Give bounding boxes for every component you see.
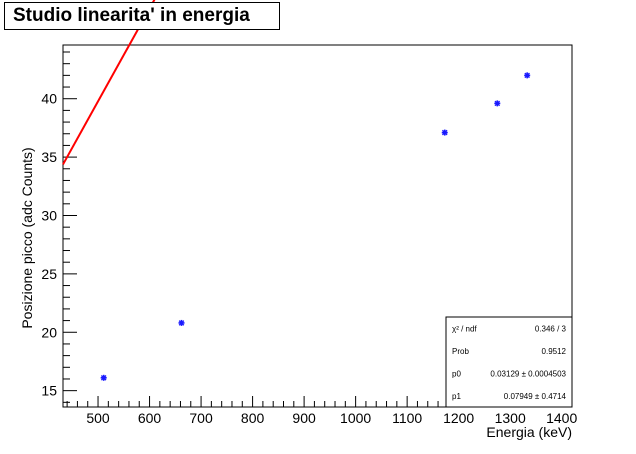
- data-point-stroke: [178, 320, 185, 326]
- x-tick-label: 800: [241, 410, 265, 426]
- data-point: [441, 129, 448, 136]
- x-axis-tick-labels: 500 600 700 800 900 1000 1100 1200 1300 1400: [86, 410, 577, 426]
- y-axis-tick-labels: 15 20 25 30 35 40: [41, 91, 57, 399]
- data-point: [494, 100, 501, 107]
- data-point: [524, 72, 531, 79]
- x-tick-label: 600: [138, 410, 162, 426]
- y-tick-label: 25: [41, 266, 57, 282]
- x-tick-label: 700: [189, 410, 213, 426]
- data-point-stroke: [524, 72, 530, 79]
- y-tick-label: 15: [41, 383, 57, 399]
- stats-label: Prob: [452, 347, 469, 356]
- data-point-stroke: [100, 375, 107, 381]
- y-axis-label: Posizione picco (adc Counts): [19, 147, 35, 328]
- x-tick-label: 1100: [392, 410, 422, 426]
- stats-value: 0.03129 ± 0.0004503: [490, 369, 566, 378]
- chart-title: Studio linearita' in energia: [4, 2, 280, 30]
- x-tick-label: 1200: [443, 410, 474, 426]
- x-axis-label: Energia (keV): [486, 424, 572, 440]
- x-tick-label: 1000: [340, 410, 371, 426]
- plot-frame: [62, 44, 573, 408]
- stats-box-frame: [445, 316, 573, 408]
- data-point-stroke: [494, 100, 501, 107]
- data-point-stroke: [441, 129, 448, 136]
- x-tick-label: 1300: [495, 410, 526, 426]
- x-tick-label: 1400: [546, 410, 577, 426]
- stats-label: χ² / ndf: [452, 324, 477, 333]
- data-points: [100, 72, 531, 381]
- y-tick-label: 20: [41, 324, 57, 340]
- y-axis-ticks: [63, 51, 77, 403]
- stats-value: 0.346 / 3: [535, 324, 567, 333]
- data-point: [178, 319, 185, 326]
- stats-box: χ² / ndf 0.346 / 3 Prob 0.9512 p0 0.03129 ± 0…: [445, 316, 573, 408]
- y-tick-label: 40: [41, 91, 57, 107]
- x-tick-label: 500: [86, 410, 110, 426]
- data-point: [100, 374, 107, 381]
- x-tick-label: 900: [292, 410, 316, 426]
- y-tick-label: 35: [41, 149, 57, 165]
- y-tick-label: 30: [41, 207, 57, 223]
- stats-label: p0: [452, 369, 461, 378]
- stats-label: p1: [452, 392, 461, 401]
- stats-value: 0.9512: [542, 347, 567, 356]
- stats-value: 0.07949 ± 0.4714: [504, 392, 567, 401]
- stats-rows: χ² / ndf 0.346 / 3 Prob 0.9512 p0 0.03129 ± 0…: [452, 324, 567, 401]
